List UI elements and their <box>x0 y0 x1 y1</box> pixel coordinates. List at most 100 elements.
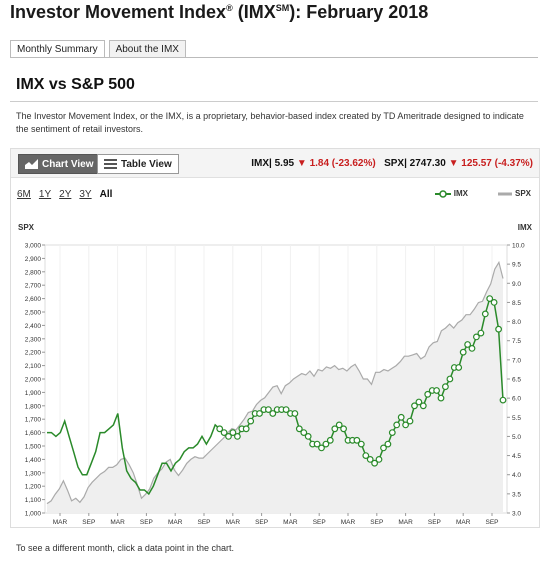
imx-data-point[interactable] <box>473 333 480 341</box>
imx-data-point[interactable] <box>322 440 330 448</box>
right-axis-title: IMX <box>517 223 532 232</box>
imx-data-point[interactable] <box>468 344 476 352</box>
imx-tick-label: 6.5 <box>512 377 521 384</box>
legend-spx[interactable]: SPX <box>497 189 531 198</box>
table-view-button[interactable]: Table View <box>97 154 179 174</box>
imx-data-point[interactable] <box>256 410 263 417</box>
imx-data-point[interactable] <box>375 455 383 463</box>
range-2y[interactable]: 2Y <box>59 189 72 200</box>
range-3y[interactable]: 3Y <box>79 189 92 200</box>
imx-tick-label: 8.5 <box>512 300 521 307</box>
section-divider <box>10 101 538 102</box>
imx-data-point[interactable] <box>437 394 445 402</box>
spx-tick-label: 1,600 <box>25 430 42 437</box>
imx-data-point[interactable] <box>282 406 290 414</box>
imx-data-point[interactable] <box>388 429 396 437</box>
range-1y[interactable]: 1Y <box>38 189 52 200</box>
chart-legend: IMX SPX <box>434 189 531 198</box>
imx-data-point[interactable] <box>486 295 494 302</box>
spx-tick-label: 2,200 <box>25 350 42 357</box>
spx-area <box>47 262 503 513</box>
imx-data-point[interactable] <box>353 436 361 444</box>
x-tick-label: MAR <box>168 519 183 526</box>
imx-data-point[interactable] <box>331 425 339 433</box>
imx-data-point[interactable] <box>264 406 272 414</box>
imx-data-point[interactable] <box>424 390 432 398</box>
legend-imx-label: IMX <box>453 189 468 198</box>
legend-spx-label: SPX <box>514 189 531 198</box>
imx-tick-label: 10.0 <box>512 243 525 250</box>
imx-data-point[interactable] <box>225 432 232 440</box>
chart-panel: Chart View Table View IMX| 5.95 ▼ 1.84 (… <box>10 148 540 528</box>
spx-tick-label: 2,000 <box>25 377 42 384</box>
imx-data-point[interactable] <box>419 402 427 410</box>
imx-data-point[interactable] <box>216 425 224 433</box>
range-6m[interactable]: 6M <box>17 189 31 200</box>
imx-data-point[interactable] <box>481 310 489 318</box>
spx-tick-label: 1,900 <box>25 390 42 397</box>
chart-view-button[interactable]: Chart View <box>18 154 101 174</box>
imx-data-point[interactable] <box>247 417 255 425</box>
down-arrow-icon: ▼ <box>448 158 459 169</box>
imx-data-point[interactable] <box>411 402 418 410</box>
imx-tick-label: 4.0 <box>512 472 521 479</box>
imx-data-point[interactable] <box>442 383 449 391</box>
area-chart-icon <box>25 159 38 169</box>
imx-data-point[interactable] <box>495 325 503 333</box>
imx-data-point[interactable] <box>499 396 507 404</box>
imx-data-point[interactable] <box>402 421 410 429</box>
imx-data-point[interactable] <box>464 341 472 348</box>
legend-imx[interactable]: IMX <box>434 189 468 198</box>
table-icon <box>104 159 117 169</box>
imx-data-point[interactable] <box>318 444 325 452</box>
imx-data-point[interactable] <box>393 421 401 429</box>
imx-data-point[interactable] <box>313 440 321 448</box>
imx-data-point[interactable] <box>380 444 387 452</box>
range-all[interactable]: All <box>99 189 113 200</box>
imx-data-point[interactable] <box>433 387 441 394</box>
x-tick-label: SEP <box>370 519 383 526</box>
imx-data-point[interactable] <box>229 429 237 437</box>
imx-data-point[interactable] <box>291 410 299 417</box>
imx-data-point[interactable] <box>362 452 370 460</box>
imx-data-point[interactable] <box>459 348 467 356</box>
imx-data-point[interactable] <box>242 425 250 433</box>
imx-change: 1.84 (-23.62%) <box>309 158 376 169</box>
imx-data-point[interactable] <box>455 364 463 371</box>
quote-summary: IMX| 5.95 ▼ 1.84 (-23.62%) SPX| 2747.30 … <box>251 158 533 169</box>
imx-data-point[interactable] <box>335 421 343 429</box>
x-tick-label: MAR <box>341 519 356 526</box>
tab-about-imx[interactable]: About the IMX <box>108 40 186 58</box>
imx-data-point[interactable] <box>304 432 312 440</box>
imx-data-point[interactable] <box>326 436 334 444</box>
tab-bar: Monthly Summary About the IMX <box>10 40 186 58</box>
imx-data-point[interactable] <box>371 459 379 467</box>
imx-data-point[interactable] <box>269 410 277 417</box>
imx-data-point[interactable] <box>415 398 423 406</box>
imx-data-point[interactable] <box>384 440 392 448</box>
imx-data-point[interactable] <box>397 413 405 421</box>
imx-tick-label: 5.0 <box>512 434 521 441</box>
x-tick-label: MAR <box>110 519 125 526</box>
x-tick-label: MAR <box>226 519 241 526</box>
imx-data-point[interactable] <box>490 298 498 306</box>
imx-data-point[interactable] <box>446 375 454 383</box>
down-arrow-icon: ▼ <box>296 158 307 169</box>
imx-tick-label: 9.0 <box>512 281 521 288</box>
spx-tick-label: 2,500 <box>25 310 42 317</box>
imx-data-point[interactable] <box>295 425 303 433</box>
imx-data-point[interactable] <box>233 432 241 440</box>
imx-data-point[interactable] <box>340 425 348 433</box>
imx-data-point[interactable] <box>300 429 308 437</box>
spx-change: 125.57 (-4.37%) <box>461 158 533 169</box>
imx-tick-label: 7.5 <box>512 338 521 345</box>
chart-toolbar: Chart View Table View IMX| 5.95 ▼ 1.84 (… <box>11 149 539 178</box>
imx-data-point[interactable] <box>220 429 228 437</box>
imx-value: 5.95 <box>274 158 295 169</box>
tab-monthly-summary[interactable]: Monthly Summary <box>10 40 105 58</box>
imx-data-point[interactable] <box>477 329 485 337</box>
spx-tick-label: 1,700 <box>25 417 42 424</box>
imx-data-point[interactable] <box>366 455 374 463</box>
imx-data-point[interactable] <box>357 440 365 448</box>
imx-data-point[interactable] <box>406 417 414 425</box>
